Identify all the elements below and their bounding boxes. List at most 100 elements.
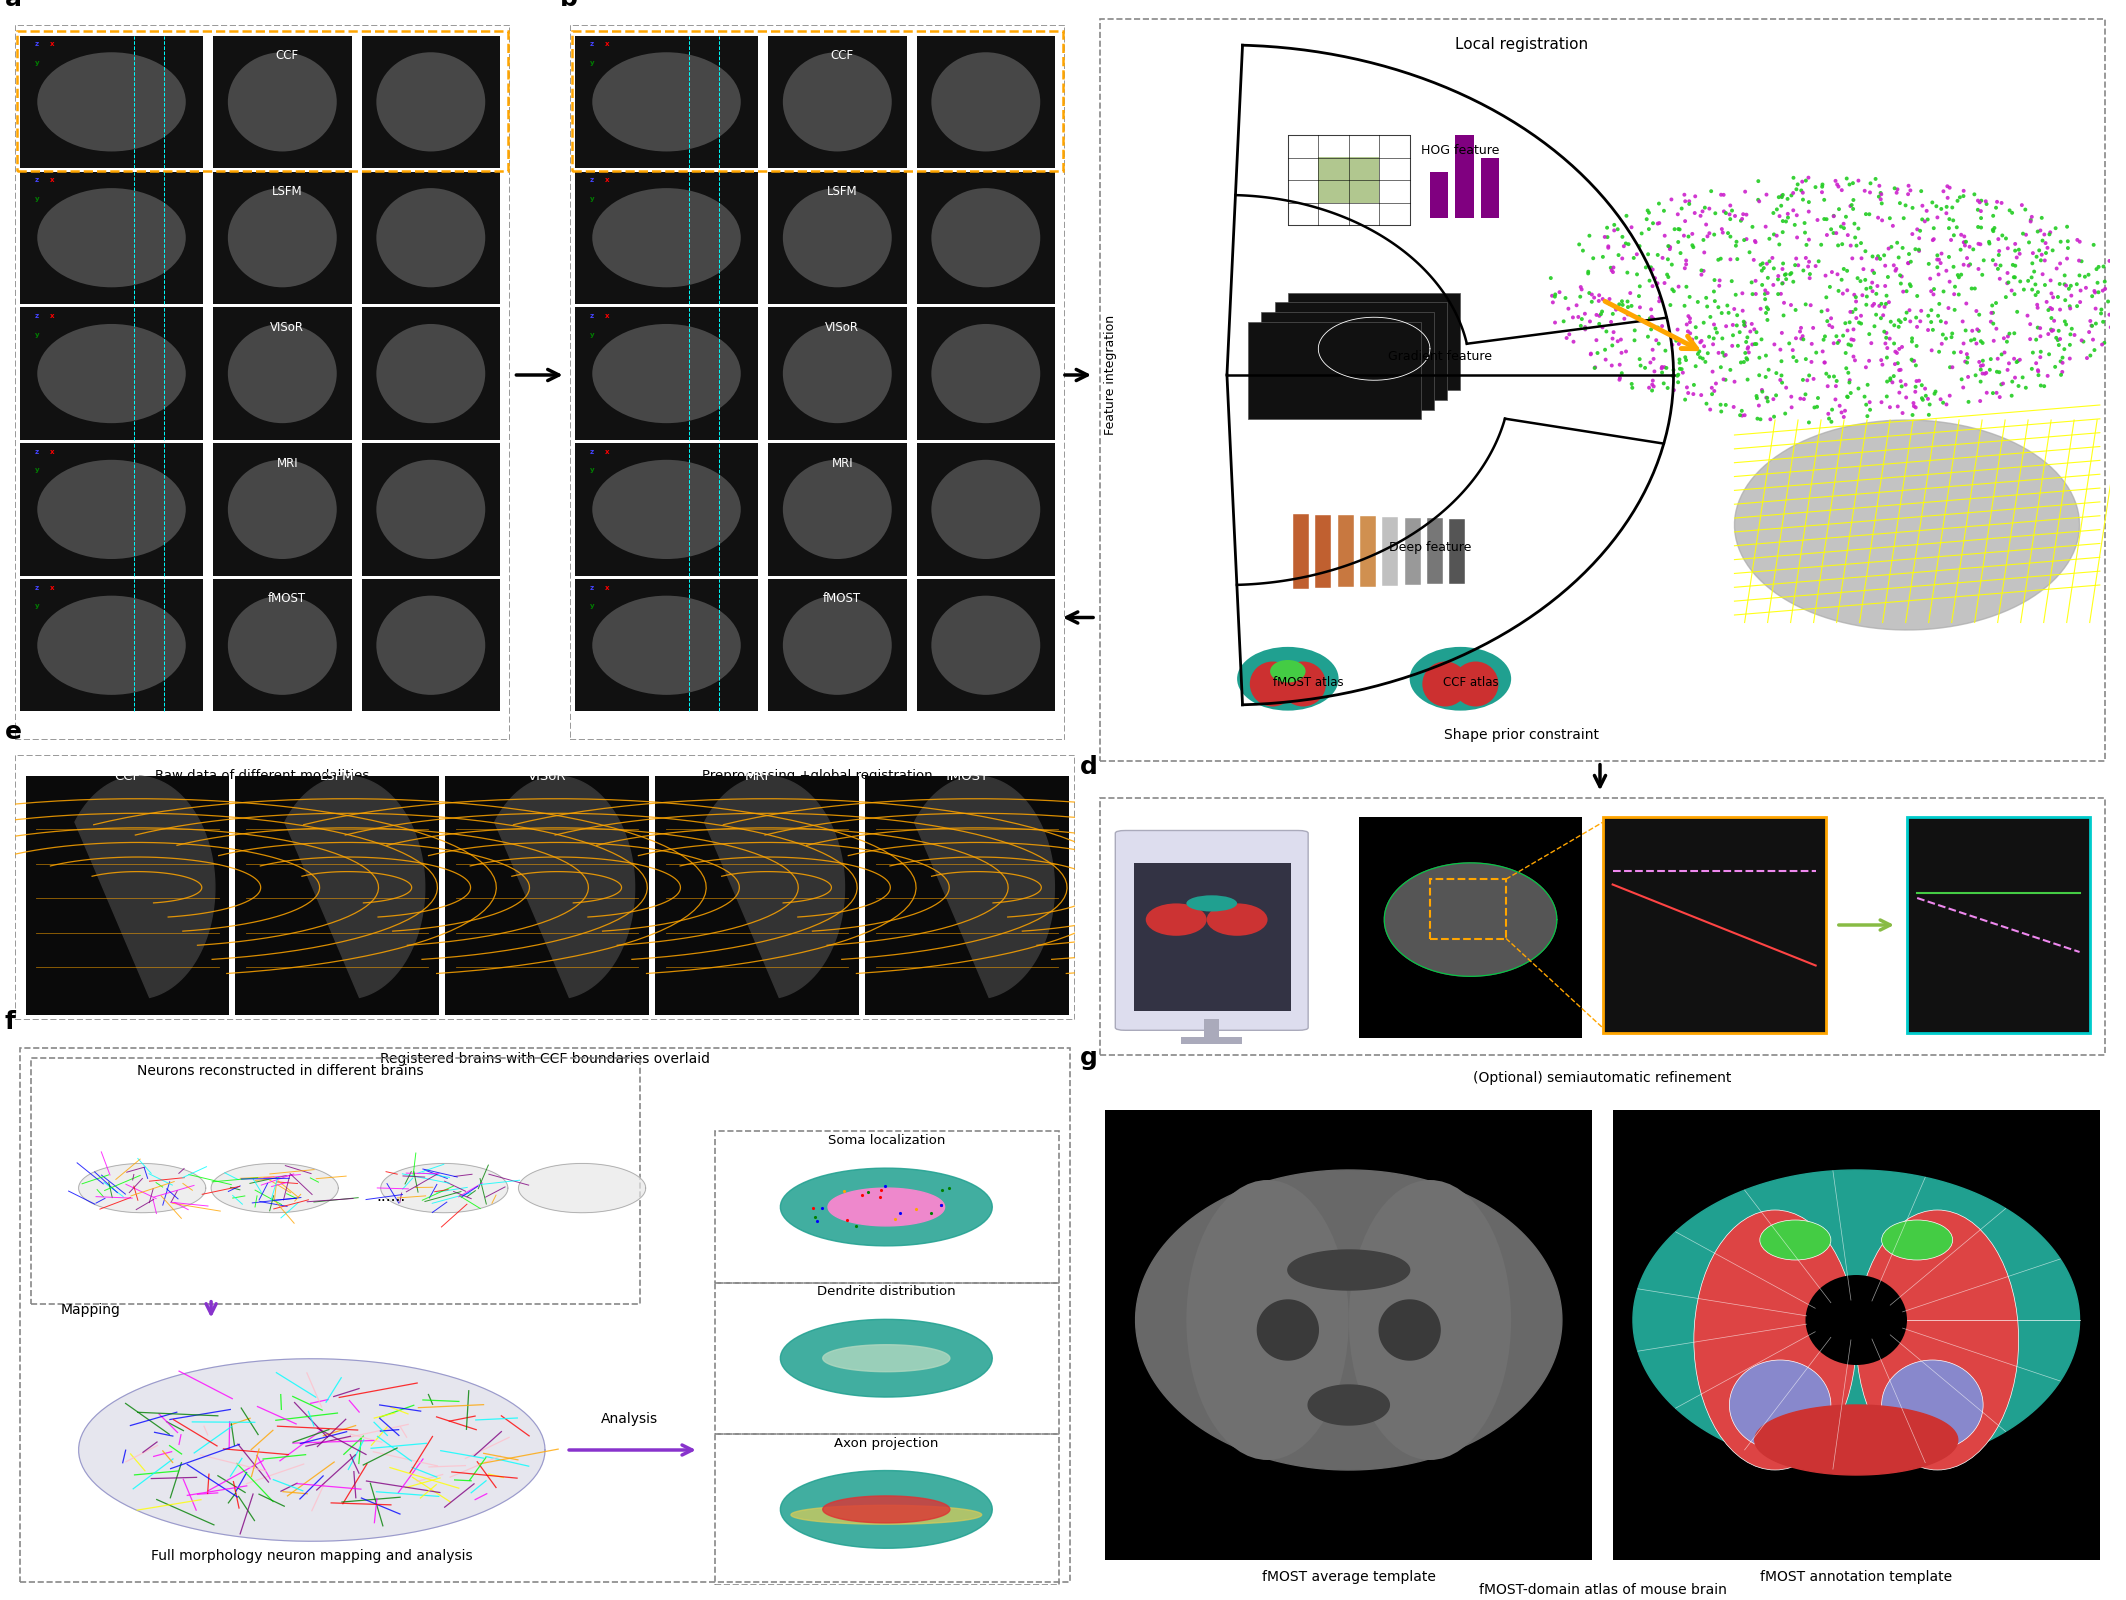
- Text: z: z: [589, 314, 593, 318]
- Point: [1835, 232, 1869, 258]
- Point: [1860, 243, 1894, 269]
- Point: [1986, 371, 2020, 397]
- Point: [1839, 234, 1873, 259]
- Point: [1756, 272, 1790, 298]
- Point: [1809, 362, 1843, 387]
- Text: x: x: [604, 450, 610, 454]
- Point: [1767, 219, 1801, 245]
- Bar: [19, 579, 204, 712]
- Ellipse shape: [593, 459, 740, 558]
- Point: [1924, 331, 1958, 357]
- Bar: [213, 307, 351, 440]
- Point: [1701, 320, 1735, 346]
- Text: fMOST: fMOST: [268, 592, 306, 605]
- Text: Soma localization: Soma localization: [827, 1134, 946, 1147]
- Point: [1646, 354, 1680, 379]
- Point: [1748, 277, 1782, 302]
- Point: [2013, 208, 2047, 234]
- Point: [2013, 326, 2047, 352]
- Point: [1960, 197, 1994, 222]
- Point: [1813, 410, 1847, 435]
- Point: [1546, 309, 1580, 334]
- Point: [1690, 341, 1724, 366]
- Point: [1905, 178, 1939, 203]
- Point: [1930, 258, 1964, 283]
- Point: [1975, 301, 2009, 326]
- Point: [1950, 245, 1984, 270]
- Point: [1930, 200, 1964, 226]
- Text: Full morphology neuron mapping and analysis: Full morphology neuron mapping and analy…: [151, 1549, 472, 1563]
- Point: [2028, 272, 2062, 298]
- Point: [1656, 277, 1690, 302]
- Point: [1956, 237, 1990, 262]
- Point: [1726, 280, 1760, 306]
- Point: [1862, 184, 1896, 210]
- Point: [2001, 299, 2035, 325]
- Text: y: y: [34, 59, 40, 66]
- Point: [1675, 221, 1709, 246]
- Point: [1637, 306, 1671, 331]
- Point: [1869, 291, 1903, 317]
- Bar: [1318, 157, 1380, 203]
- Bar: [916, 171, 1054, 304]
- Point: [1901, 333, 1935, 358]
- Point: [1871, 264, 1905, 290]
- Point: [1699, 200, 1733, 226]
- Point: [1663, 350, 1697, 376]
- Point: [1703, 246, 1737, 272]
- Point: [1669, 374, 1703, 400]
- Point: [1705, 216, 1739, 242]
- Point: [1996, 253, 2030, 278]
- Point: [1680, 314, 1714, 339]
- Point: [1633, 200, 1667, 226]
- Point: [1899, 304, 1933, 330]
- Point: [1905, 194, 1939, 219]
- Point: [1807, 206, 1841, 232]
- Point: [1879, 258, 1913, 283]
- Bar: [1450, 518, 1465, 584]
- Bar: [1288, 293, 1461, 390]
- Bar: [213, 171, 351, 304]
- Point: [1622, 346, 1656, 371]
- Point: [1969, 189, 2003, 214]
- Point: [1752, 248, 1786, 274]
- Point: [1796, 315, 1830, 341]
- Point: [1635, 254, 1669, 280]
- Point: [1690, 285, 1724, 310]
- Point: [1624, 221, 1658, 246]
- Point: [1775, 197, 1809, 222]
- Point: [1724, 398, 1758, 424]
- Point: [1537, 310, 1571, 336]
- Point: [2001, 245, 2035, 270]
- Point: [1705, 339, 1739, 365]
- Point: [1998, 238, 2032, 264]
- Point: [1786, 170, 1820, 195]
- Point: [1930, 186, 1964, 211]
- Point: [1565, 314, 1599, 339]
- Point: [2037, 285, 2071, 310]
- Point: [1786, 187, 1820, 213]
- Point: [1871, 368, 1905, 394]
- Point: [1726, 202, 1760, 227]
- Point: [1792, 189, 1826, 214]
- Point: [1969, 379, 2003, 405]
- Point: [1964, 198, 1998, 224]
- Point: [1856, 270, 1890, 296]
- Point: [1775, 181, 1809, 206]
- Point: [1686, 310, 1720, 336]
- Point: [2039, 256, 2073, 282]
- Bar: [916, 307, 1054, 440]
- Point: [1826, 323, 1860, 349]
- Point: [2075, 326, 2109, 352]
- Point: [1705, 398, 1739, 424]
- Point: [1650, 355, 1684, 381]
- Point: [1567, 301, 1601, 326]
- Point: [1686, 346, 1720, 371]
- Point: [1782, 253, 1816, 278]
- Point: [1737, 317, 1771, 342]
- Point: [1886, 264, 1920, 290]
- Point: [1573, 222, 1607, 248]
- Point: [1958, 363, 1992, 389]
- Point: [1660, 362, 1694, 387]
- Point: [2060, 272, 2094, 298]
